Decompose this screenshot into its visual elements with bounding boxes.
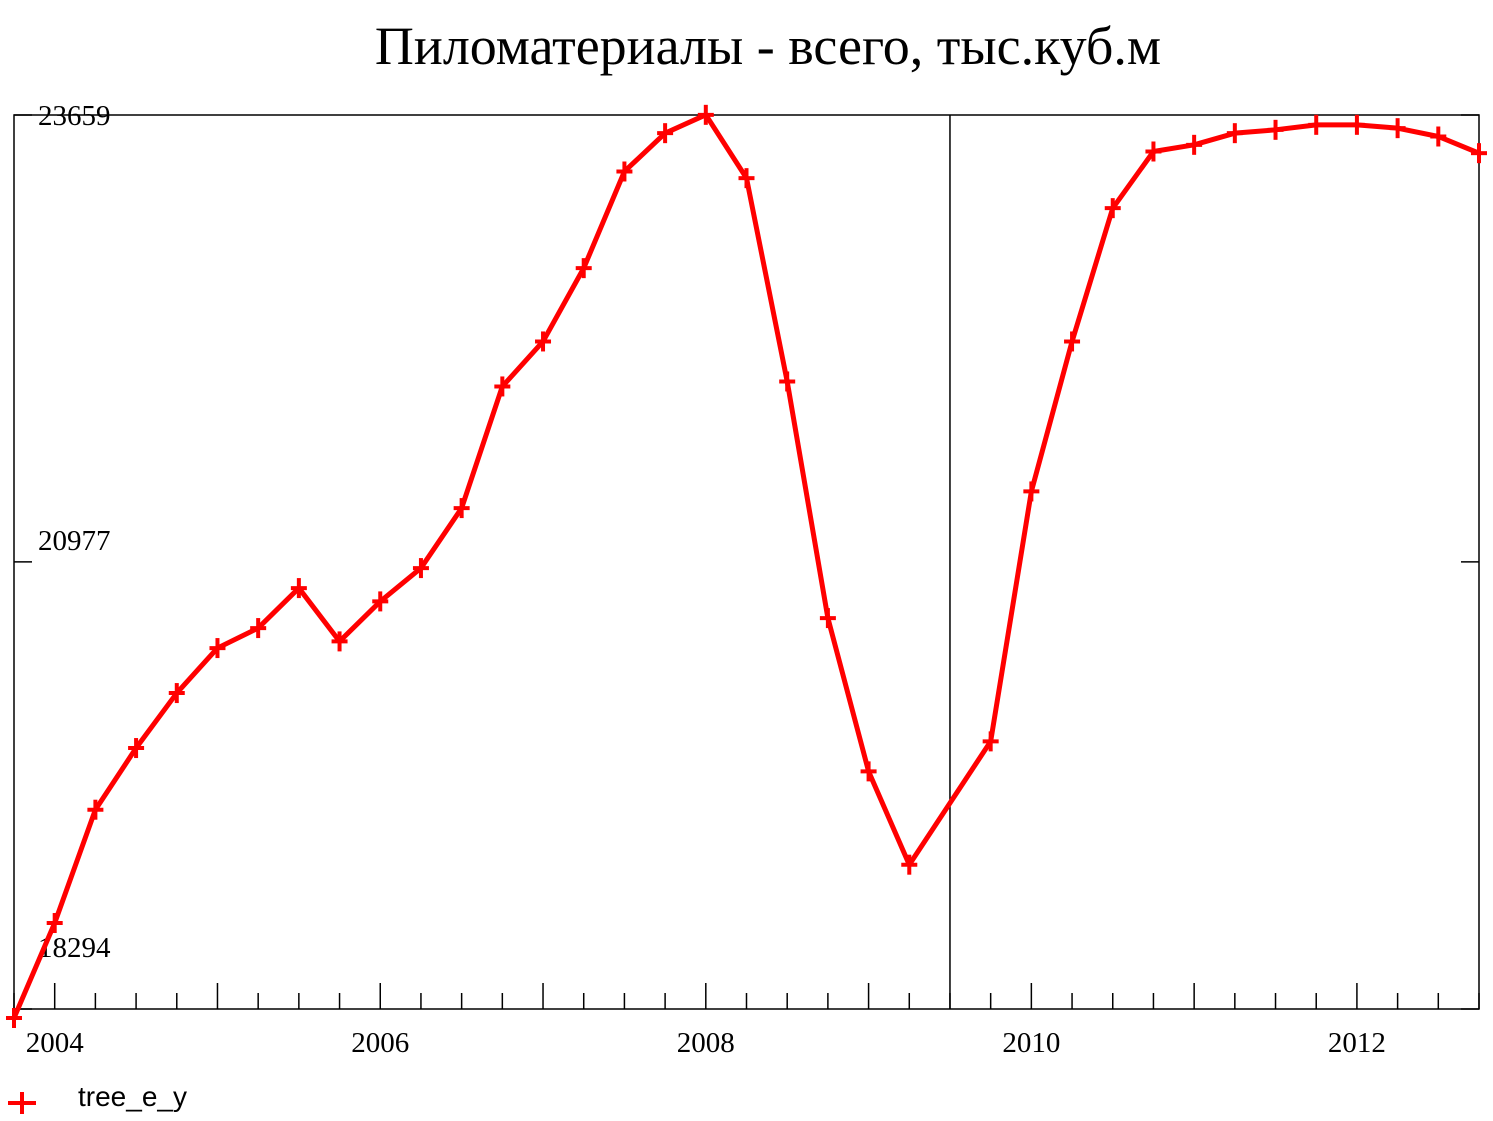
data-point	[575, 258, 592, 279]
plot-frame	[13, 114, 1480, 1010]
x-tick-label: 2004	[26, 1027, 85, 1059]
data-point	[901, 854, 918, 875]
data-point	[1226, 123, 1243, 144]
data-point	[1308, 114, 1325, 135]
data-point	[657, 123, 674, 144]
data-point	[1064, 331, 1081, 352]
data-point	[1145, 141, 1162, 162]
x-tick-label: 2010	[1002, 1027, 1060, 1059]
x-tick-label: 2006	[351, 1027, 409, 1059]
data-point	[1186, 134, 1203, 155]
data-point	[779, 371, 796, 392]
y-tick-label: 20977	[38, 525, 111, 557]
y-tick-label: 23659	[38, 100, 111, 132]
data-point	[738, 168, 755, 189]
series-layer	[6, 104, 1487, 1028]
data-point	[1348, 114, 1365, 135]
data-point	[128, 738, 145, 759]
data-point	[46, 913, 63, 934]
data-point	[1389, 118, 1406, 139]
data-point	[453, 498, 470, 519]
data-point	[1267, 119, 1284, 140]
plot-border	[13, 114, 1480, 1010]
x-tick-label: 2012	[1328, 1027, 1386, 1059]
data-point	[1471, 143, 1487, 164]
chart-title: Пиломатериалы - всего, тыс.куб.м	[375, 16, 1161, 76]
data-point	[1430, 126, 1447, 147]
data-point	[616, 161, 633, 182]
legend: tree_e_y	[8, 1081, 187, 1114]
data-point	[982, 731, 999, 752]
legend-marker	[8, 1092, 36, 1114]
data-point	[6, 1007, 22, 1028]
data-point	[494, 376, 511, 397]
data-point	[697, 104, 714, 125]
data-point	[168, 683, 185, 704]
data-point	[290, 578, 307, 599]
data-point	[372, 591, 389, 612]
data-point	[860, 761, 877, 782]
x-tick-label: 2008	[677, 1027, 735, 1059]
x-axis: 2004 2006 2008 2010 2012	[13, 983, 1480, 1059]
series-line	[11, 112, 1482, 1021]
data-point	[412, 558, 429, 579]
data-point	[250, 618, 267, 639]
data-point	[1104, 198, 1121, 219]
data-point	[535, 331, 552, 352]
data-point	[331, 631, 348, 652]
data-point	[87, 799, 104, 820]
data-point	[209, 638, 226, 659]
data-point	[1023, 481, 1040, 502]
legend-label: tree_e_y	[78, 1081, 187, 1112]
data-point	[819, 608, 836, 629]
